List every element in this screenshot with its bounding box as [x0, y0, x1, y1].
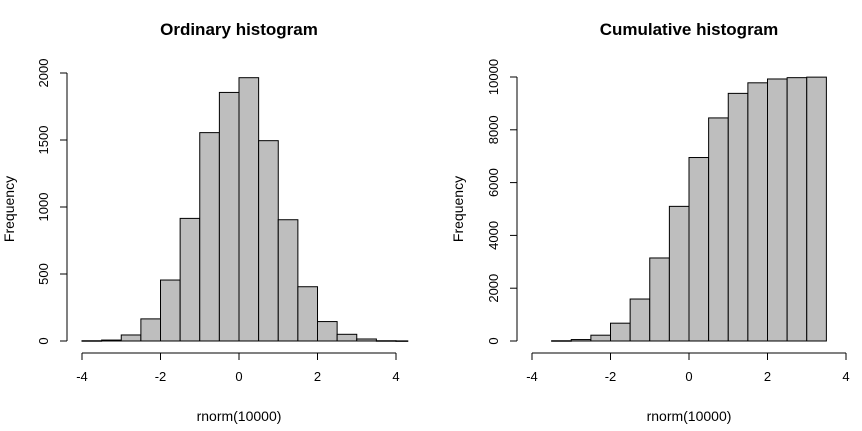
- y-tick-label: 4000: [486, 221, 501, 250]
- x-axis-label-cumulative: rnorm(10000): [647, 408, 732, 424]
- x-tick-label: -4: [526, 369, 538, 384]
- histogram-bar: [238, 77, 260, 342]
- bar-group-ordinary: [81, 77, 409, 342]
- histogram-bar: [277, 219, 299, 342]
- histogram-bar: [727, 92, 749, 342]
- y-tick-label: 0: [486, 337, 501, 344]
- histogram-bar: [81, 340, 103, 342]
- x-tick-label: 0: [235, 369, 242, 384]
- y-tick-label: 10000: [486, 59, 501, 95]
- y-axis-label-cumulative: Frequency: [450, 176, 466, 242]
- histogram-bar: [101, 339, 122, 342]
- x-axis-label-ordinary: rnorm(10000): [197, 408, 282, 424]
- histogram-bar: [786, 77, 808, 342]
- x-tick-label: -2: [155, 369, 167, 384]
- histogram-bar: [649, 257, 670, 342]
- histogram-bar: [806, 76, 827, 342]
- histogram-bar: [629, 298, 651, 342]
- histogram-bar: [610, 322, 631, 342]
- histogram-bar: [395, 340, 409, 342]
- histogram-bar: [218, 91, 240, 342]
- x-tick-label: 0: [685, 369, 692, 384]
- histogram-bar: [179, 217, 201, 342]
- y-tick-label: 1500: [36, 126, 51, 155]
- panel-cumulative-histogram: Cumulative histogram rnorm(10000) Freque…: [450, 20, 850, 424]
- x-tick-label: 2: [764, 369, 771, 384]
- y-axis-cumulative: 0 2000 4000 6000 8000 10000: [486, 59, 518, 345]
- x-tick-label: 4: [392, 369, 399, 384]
- y-tick-label: 1000: [36, 193, 51, 222]
- x-axis-cumulative: -4 -2 0 2 4: [526, 352, 850, 384]
- y-tick-label: 0: [36, 337, 51, 344]
- histogram-bar: [120, 334, 142, 342]
- histogram-bar: [140, 318, 162, 342]
- histogram-bar: [375, 340, 397, 342]
- histogram-bar: [708, 117, 729, 342]
- y-axis-label-ordinary: Frequency: [1, 176, 17, 242]
- histogram-bar: [297, 286, 319, 342]
- histogram-bar: [590, 334, 612, 342]
- histogram-bar: [317, 321, 338, 342]
- chart-title-ordinary: Ordinary histogram: [160, 20, 318, 39]
- histogram-bar: [258, 140, 279, 342]
- histogram-bar: [356, 338, 377, 342]
- histogram-bar: [551, 340, 572, 342]
- y-tick-label: 500: [36, 263, 51, 285]
- bar-group-cumulative: [551, 76, 827, 342]
- x-tick-label: 4: [842, 369, 849, 384]
- y-axis-ordinary: 0 500 1000 1500 2000: [36, 59, 68, 345]
- histogram-bar: [570, 339, 592, 342]
- histogram-bar: [767, 78, 788, 342]
- histogram-bar: [747, 82, 769, 342]
- histogram-bar: [199, 132, 220, 342]
- panel-ordinary-histogram: Ordinary histogram rnorm(10000) Frequenc…: [1, 20, 409, 424]
- chart-title-cumulative: Cumulative histogram: [600, 20, 779, 39]
- histogram-bar: [160, 279, 181, 342]
- x-tick-label: -4: [76, 369, 88, 384]
- histogram-bar: [336, 333, 358, 342]
- y-tick-label: 2000: [36, 59, 51, 88]
- x-tick-label: 2: [314, 369, 321, 384]
- y-tick-label: 6000: [486, 168, 501, 197]
- x-tick-label: -2: [605, 369, 617, 384]
- y-tick-label: 8000: [486, 115, 501, 144]
- histogram-bar: [668, 205, 690, 342]
- histogram-bar: [688, 157, 710, 342]
- x-axis-ordinary: -4 -2 0 2 4: [76, 352, 400, 384]
- y-tick-label: 2000: [486, 274, 501, 303]
